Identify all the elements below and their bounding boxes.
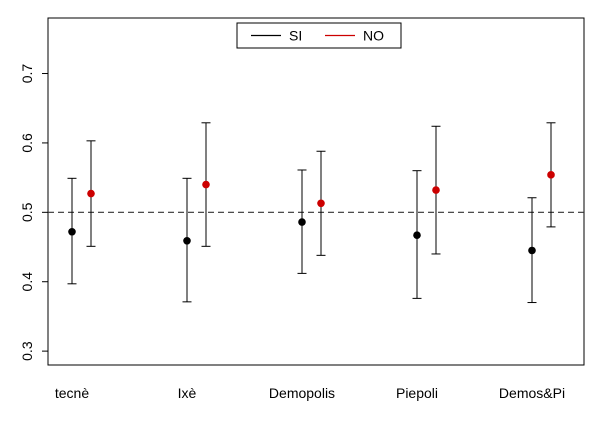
point-no xyxy=(317,199,325,208)
x-tick-label: Piepoli xyxy=(396,385,438,401)
x-tick-label: Demos&Pi xyxy=(499,385,565,401)
point-si xyxy=(183,236,191,245)
point-no xyxy=(87,189,95,198)
point-no xyxy=(432,186,440,194)
point-si xyxy=(413,231,421,240)
x-tick-label: Ixè xyxy=(178,385,197,401)
y-tick-label: 0.5 xyxy=(19,202,35,222)
y-tick-label: 0.6 xyxy=(19,133,35,153)
x-tick-label: tecnè xyxy=(55,385,89,401)
y-axis: 0.3 0.4 0.5 0.6 0.7 xyxy=(19,64,48,361)
legend-label-no: NO xyxy=(363,28,384,44)
point-si xyxy=(68,227,76,236)
point-si xyxy=(528,246,536,255)
plot-border xyxy=(47,17,585,366)
x-tick-label: Demopolis xyxy=(269,385,335,401)
y-tick-label: 0.4 xyxy=(19,272,35,292)
legend-label-si: SI xyxy=(289,28,302,44)
point-si xyxy=(298,218,306,226)
point-no xyxy=(547,171,555,179)
y-tick-label: 0.7 xyxy=(19,64,35,84)
y-tick-label: 0.3 xyxy=(19,341,35,361)
legend: SI NO xyxy=(236,22,402,49)
data-marks xyxy=(67,122,556,304)
x-axis: tecnè Ixè Demopolis Piepoli Demos&Pi xyxy=(55,385,565,401)
point-no xyxy=(202,180,210,189)
